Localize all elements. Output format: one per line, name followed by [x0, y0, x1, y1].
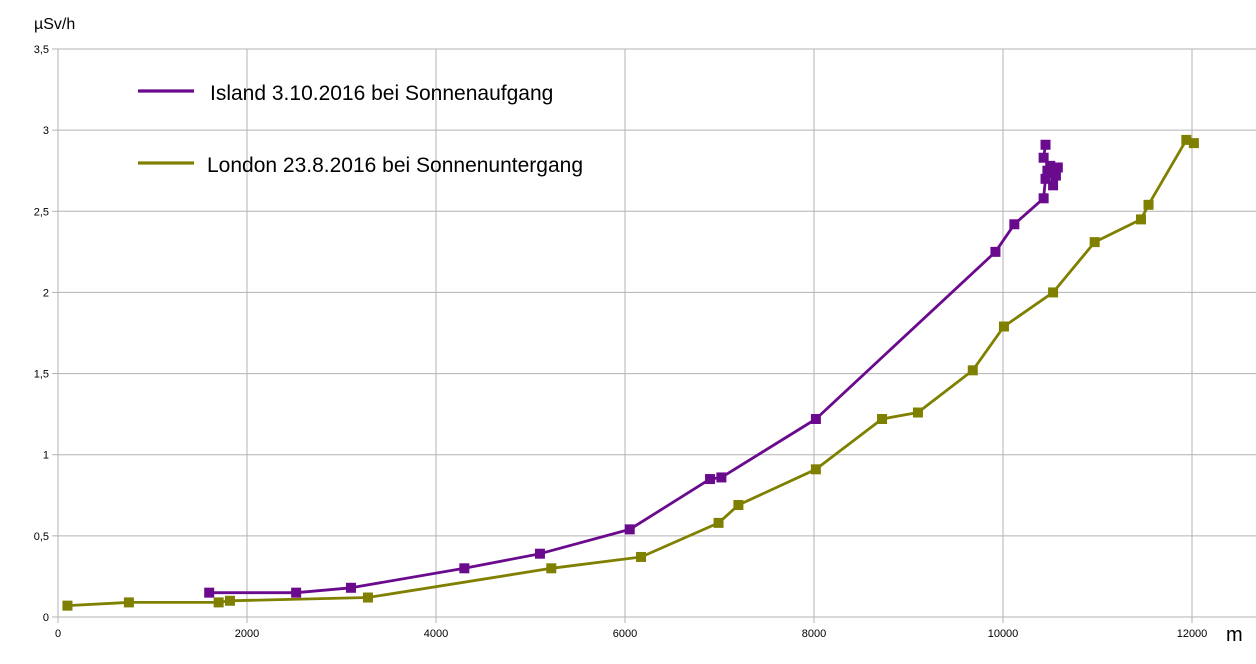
y-tick-label: 3	[43, 125, 49, 137]
data-point	[1048, 287, 1059, 298]
legend-label: Island 3.10.2016 bei Sonnenaufgang	[210, 82, 553, 105]
x-tick-label: 4000	[424, 628, 448, 640]
data-point	[1048, 180, 1059, 191]
data-point	[1040, 139, 1051, 150]
data-point	[459, 563, 470, 574]
data-point	[291, 587, 302, 598]
data-point	[1052, 162, 1063, 173]
data-point	[546, 563, 557, 574]
data-point	[1038, 152, 1049, 163]
data-point	[362, 592, 373, 603]
x-axis-label: m	[1226, 624, 1243, 646]
data-point	[705, 474, 716, 485]
x-tick-label: 8000	[802, 628, 826, 640]
data-point	[967, 365, 978, 376]
y-tick-label: 2	[43, 287, 49, 299]
data-point	[224, 595, 235, 606]
x-tick-label: 2000	[235, 628, 259, 640]
data-point	[1089, 237, 1100, 248]
data-point	[912, 407, 923, 418]
data-point	[62, 600, 73, 611]
x-tick-label: 0	[55, 628, 61, 640]
data-point	[1143, 199, 1154, 210]
data-point	[810, 414, 821, 425]
data-point	[713, 517, 724, 528]
x-tick-label: 10000	[988, 628, 1019, 640]
data-point	[345, 582, 356, 593]
y-axis-label: µSv/h	[34, 16, 75, 33]
data-point	[624, 524, 635, 535]
series-line	[67, 138, 1195, 607]
axes	[52, 48, 1256, 623]
data-point	[1046, 164, 1057, 175]
data-point	[534, 548, 545, 559]
series-group	[62, 134, 1199, 611]
y-tick-label: 0,5	[34, 531, 49, 543]
y-tick-label: 0	[43, 612, 49, 624]
data-point	[636, 551, 647, 562]
data-point	[123, 597, 134, 608]
data-point	[1040, 173, 1051, 184]
legend: Island 3.10.2016 bei Sonnenaufgang London…	[138, 82, 583, 177]
data-point	[1135, 214, 1146, 225]
tick-labels: 0 0,5 1 1,5 2 2,5 3 3,5 0 2000 4000 6000 8000 10000 12…	[34, 44, 1208, 640]
data-point	[1181, 134, 1192, 145]
data-point	[998, 321, 1009, 332]
legend-label: London 23.8.2016 bei Sonnenuntergang	[207, 154, 583, 177]
data-point	[213, 597, 224, 608]
data-point	[877, 414, 888, 425]
data-point	[1038, 193, 1049, 204]
gridlines	[58, 48, 1256, 617]
y-tick-label: 1,5	[34, 369, 49, 381]
series-1	[62, 134, 1199, 611]
y-tick-label: 3,5	[34, 44, 49, 56]
data-point	[810, 464, 821, 475]
y-tick-label: 1	[43, 450, 49, 462]
data-point	[1050, 170, 1061, 181]
data-point	[204, 587, 215, 598]
x-tick-label: 6000	[613, 628, 637, 640]
y-tick-label: 2,5	[34, 206, 49, 218]
data-point	[716, 472, 727, 483]
data-point	[1188, 138, 1199, 149]
x-tick-label: 12000	[1177, 628, 1208, 640]
data-point	[733, 500, 744, 511]
data-point	[1009, 219, 1020, 230]
series-0	[204, 139, 1063, 598]
data-point	[990, 246, 1001, 257]
